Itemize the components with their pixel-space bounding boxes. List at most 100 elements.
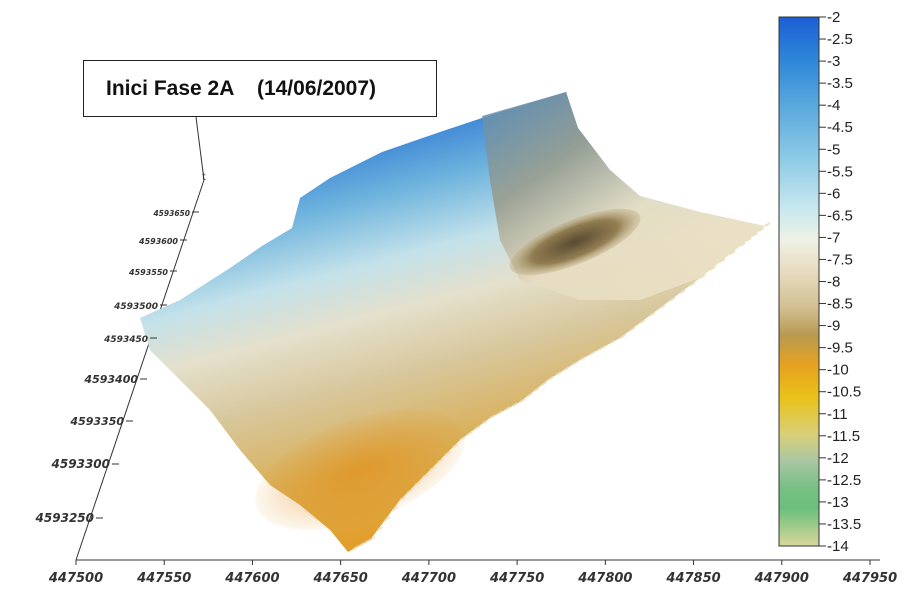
colorbar-label: -7.5 [827,251,853,268]
chart-title-box: Inici Fase 2A (14/06/2007) [83,60,437,117]
y-axis-line [75,179,205,561]
colorbar-label: -6 [827,185,840,202]
edge-tooth [699,274,706,279]
colorbar-label: -9.5 [827,340,853,357]
y-tick-label: 4593450 [103,335,148,345]
edge-tooth [399,496,406,501]
colorbar-label: -10 [827,362,849,379]
edge-tooth [669,296,676,302]
edge-tooth [466,430,474,436]
edge-tooth [504,406,511,411]
colorbar-label: -2 [827,9,840,26]
colorbar-label: -5.5 [827,163,853,180]
y-tick-label: 4593650 [153,209,190,218]
colorbar-label: -7 [827,229,840,246]
chart-title: Inici Fase 2A (14/06/2007) [106,76,377,100]
edge-tooth [719,258,726,263]
edge-tooth [629,326,636,332]
edge-tooth [533,387,540,392]
colorbar-label: -4.5 [827,119,853,136]
edge-tooth [609,339,616,345]
edge-tooth [739,242,746,247]
colorbar-label: -2.5 [827,31,853,48]
edge-tooth [649,311,656,317]
edge-tooth [358,542,365,547]
edge-tooth [444,451,451,456]
y-tick-label: 4593300 [51,457,110,471]
colorbar-label: -5 [827,141,840,158]
edge-tooth [391,506,399,511]
z-axis-marker: t [202,172,206,183]
edge-tooth [639,319,646,324]
colorbar-label: -11 [827,406,848,423]
edge-tooth [689,281,696,287]
edge-tooth [429,466,436,471]
edge-tooth [436,458,444,464]
colorbar-label: -3 [827,53,840,70]
x-tick-label: 447650 [313,571,368,586]
edge-tooth [599,345,606,350]
edge-tooth [571,361,578,366]
colorbar-label: -10.5 [827,384,861,401]
x-tick-label: 447550 [136,571,191,586]
colorbar-label: -13 [827,494,849,511]
edge-tooth [519,398,526,403]
edge-tooth [406,488,414,494]
edge-tooth [363,539,371,544]
edge-tooth [540,381,547,387]
y-tick-label: 4593250 [35,511,94,525]
edge-tooth [421,473,429,479]
trench [509,208,641,276]
edge-tooth [751,232,759,237]
x-tick-label: 447850 [665,571,720,586]
y-tick-label: 4593350 [69,415,124,428]
x-tick-label: 447750 [489,571,544,586]
colorbar-label: -8 [827,274,840,291]
x-axis-ticks: 447500 447550 447600 447650 447700 447750 4478… [48,560,897,586]
colorbar-label: -14 [827,538,849,555]
y-tick-label: 4593400 [83,373,138,386]
colorbar-label: -13.5 [827,516,861,533]
surface-edge [352,222,771,550]
colorbar-label: -8.5 [827,296,853,313]
edge-tooth [526,392,533,398]
surface-main [140,92,765,552]
x-tick-label: 447600 [224,571,279,586]
edge-tooth [369,536,376,541]
edge-tooth [451,443,459,449]
edge-tooth [745,237,752,242]
colorbar [778,16,820,547]
colorbar-labels: -2 -2.5 -3 -3.5 -4 -4.5 -5 -5.5 -6 -6.5 -7 -7.5 -8 -8… [819,9,861,555]
edge-tooth [474,425,481,430]
x-tick-label: 447950 [842,571,897,586]
edge-tooth [384,516,391,521]
edge-tooth [563,366,570,371]
colorbar-label: -11.5 [827,428,860,445]
x-tick-label: 447500 [48,571,103,586]
y-tick-label: 4593550 [128,268,168,277]
edge-tooth [764,222,771,227]
colorbar-label: -12 [827,450,849,467]
edge-tooth [659,304,666,309]
y-tick-label: 4593500 [113,302,158,312]
colorbar-label: -6.5 [827,207,853,224]
x-tick-label: 447700 [401,571,456,586]
edge-tooth [579,356,586,361]
edge-tooth [352,545,360,550]
edge-tooth [679,289,686,294]
colorbar-label: -12.5 [827,472,861,489]
y-tick-label: 4593600 [138,237,178,246]
y-axis-ticks: 4593250 4593300 4593350 4593400 4593450 45935… [35,209,199,525]
x-tick-label: 447900 [754,571,809,586]
edge-tooth [709,266,716,271]
edge-tooth [758,227,765,232]
edge-tooth [589,350,596,356]
edge-tooth [555,371,562,376]
colorbar-label: -9 [827,318,840,335]
edge-tooth [481,419,489,425]
edge-tooth [496,410,504,415]
edge-tooth [547,376,554,381]
colorbar-label: -4 [827,97,840,114]
